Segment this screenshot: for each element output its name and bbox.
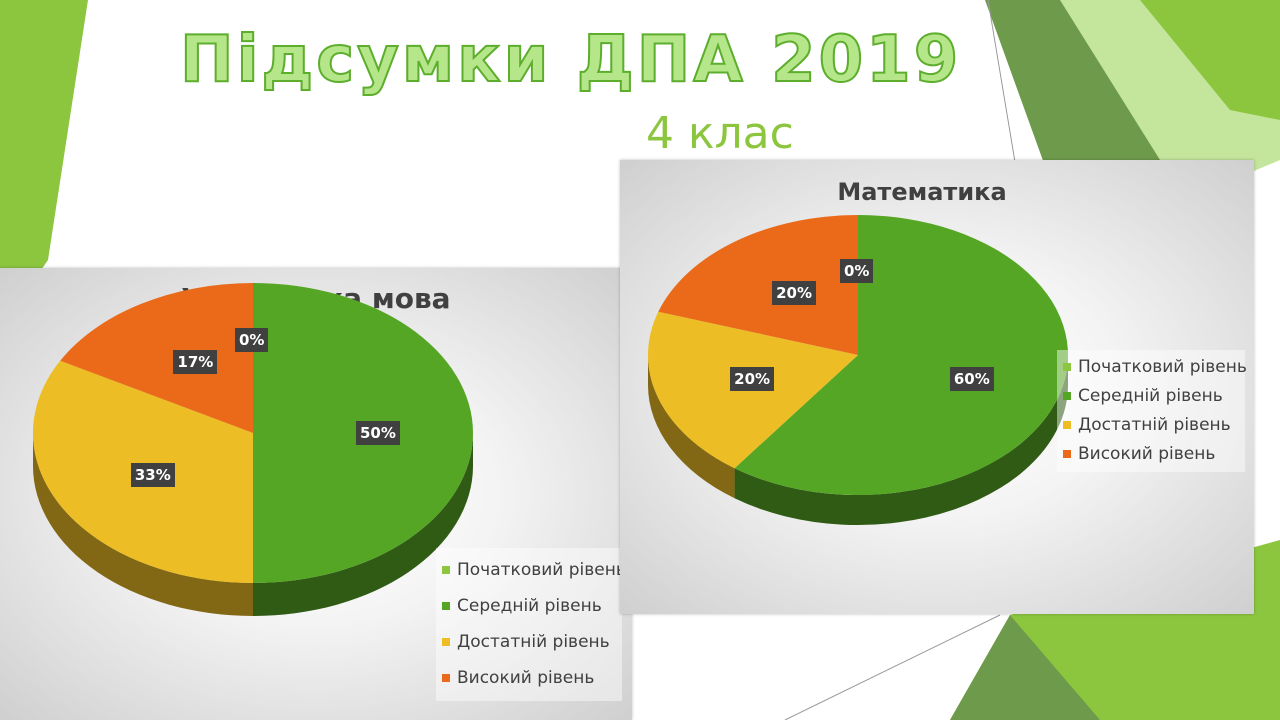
pie-slice-середній-рівень[interactable] bbox=[734, 215, 1068, 495]
math-chart-title: Математика bbox=[837, 178, 1007, 206]
slide-title: Підсумки ДПА 2019 bbox=[179, 23, 962, 97]
legend-swatch bbox=[1063, 420, 1071, 429]
legend-label: Високий рівень bbox=[457, 668, 595, 688]
legend-swatch bbox=[442, 674, 450, 682]
legend-swatch bbox=[442, 602, 450, 610]
legend-item-початковий-рівень: Початковий рівень bbox=[1057, 352, 1247, 381]
data-label-початковий-рівень: 0% bbox=[840, 259, 874, 283]
pie-side-достатній-рівень bbox=[33, 433, 253, 616]
slide-subtitle: 4 клас bbox=[646, 108, 794, 159]
legend-label: Достатній рівень bbox=[457, 632, 610, 652]
legend-label: Початковий рівень bbox=[1078, 356, 1247, 377]
legend-swatch bbox=[442, 566, 450, 574]
pie-slice-високий-рівень[interactable] bbox=[658, 215, 858, 355]
math-chart-legend: Початковий рівень Середній рівень Достатні… bbox=[1057, 350, 1247, 472]
data-label-високий-рівень: 20% bbox=[772, 280, 817, 305]
ukrainian-chart-legend: Початковий рівень Середній рівень Достатні… bbox=[436, 548, 626, 701]
top-right-dark-green-shape bbox=[985, 0, 1180, 205]
data-label-середній-рівень: 60% bbox=[949, 366, 994, 391]
legend-label: Середній рівень bbox=[457, 596, 602, 616]
pie-slice-високий-рівень[interactable] bbox=[60, 283, 254, 433]
legend-item-високий-рівень: Високий рівень bbox=[1057, 439, 1245, 468]
bottom-right-dark-shape bbox=[950, 615, 1100, 720]
ukrainian-chart-panel: Українська мова Початковий рівеньСередні… bbox=[0, 268, 632, 720]
legend-swatch bbox=[1063, 449, 1071, 458]
data-label-достатній-рівень: 33% bbox=[130, 462, 175, 487]
top-right-thin-line bbox=[987, 0, 1016, 163]
math-chart-panel: Математика Початковий рівень Середній рів… bbox=[620, 160, 1254, 614]
data-label-середній-рівень: 50% bbox=[356, 421, 400, 445]
legend-item-достатній-рівень: Достатній рівень bbox=[1057, 410, 1245, 439]
legend-swatch bbox=[1063, 391, 1071, 400]
bottom-thin-line bbox=[784, 614, 1001, 720]
legend-label: Високий рівень bbox=[1078, 443, 1216, 464]
legend-label: Середній рівень bbox=[1078, 385, 1223, 406]
legend-label: Достатній рівень bbox=[1078, 414, 1231, 435]
legend-swatch bbox=[442, 638, 450, 646]
legend-item-початковий-рівень: Початковий рівень bbox=[436, 552, 626, 588]
pie-side-середній-рівень bbox=[734, 355, 1068, 525]
legend-label: Початковий рівень bbox=[457, 560, 626, 580]
data-label-достатній-рівень: 20% bbox=[730, 366, 775, 391]
legend-item-середній-рівень: Середній рівень bbox=[1057, 381, 1245, 410]
legend-swatch bbox=[1063, 362, 1071, 371]
pie-side-середній-рівень bbox=[253, 433, 473, 616]
left-green-triangle bbox=[0, 0, 88, 330]
legend-item-високий-рівень: Високий рівень bbox=[436, 660, 622, 696]
legend-item-середній-рівень: Середній рівень bbox=[436, 588, 622, 624]
top-right-green-shape bbox=[1140, 0, 1280, 120]
legend-item-достатній-рівень: Достатній рівень bbox=[436, 624, 622, 660]
data-label-високий-рівень: 17% bbox=[173, 349, 218, 374]
pie-side-достатній-рівень bbox=[648, 355, 735, 499]
data-label-початковий-рівень: 0% bbox=[235, 328, 269, 352]
